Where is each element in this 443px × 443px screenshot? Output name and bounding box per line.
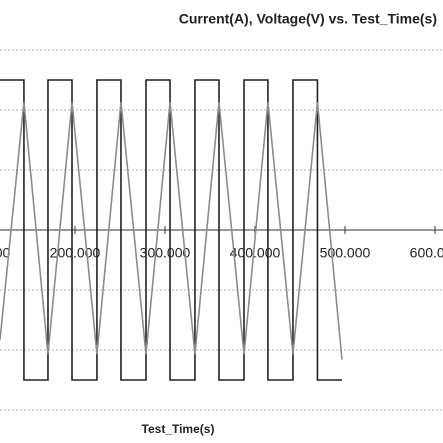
x-axis-label: Test_Time(s) (142, 422, 215, 436)
x-tick-label: 500.000 (320, 245, 371, 261)
x-tick-label: 400.000 (230, 245, 281, 261)
x-tick-label: 600.000 (410, 245, 443, 261)
x-tick-label: 300.000 (140, 245, 191, 261)
series-line (0, 79, 343, 381)
chart-title: Current(A), Voltage(V) vs. Test_Time(s) (179, 11, 437, 27)
series-line (0, 102, 343, 360)
x-tick-label: 100.000 (0, 245, 10, 261)
